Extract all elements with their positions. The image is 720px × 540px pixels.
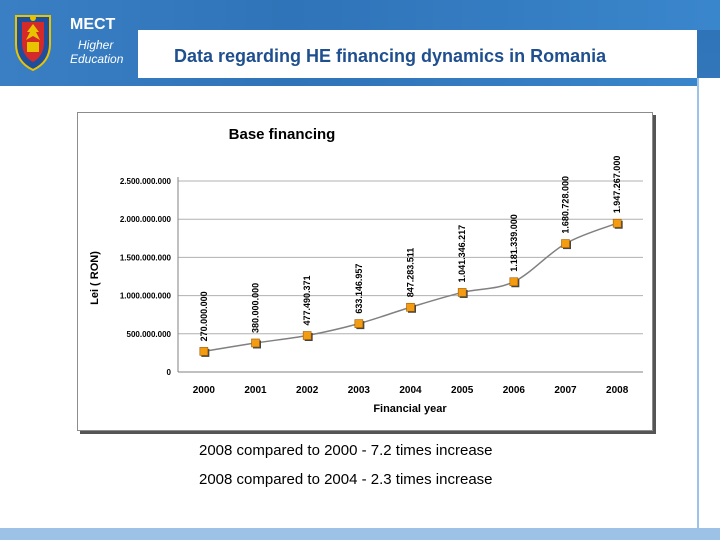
bottom-decor-strip: [0, 528, 720, 540]
x-tick-label: 2005: [451, 385, 474, 396]
chart-frame: 270.000.000 380.000.000 477.490.371 633.146…: [77, 112, 653, 431]
x-tick-label: 2004: [399, 385, 422, 396]
chart-axes: [177, 177, 643, 373]
org-subtitle-line1: Higher: [78, 38, 114, 52]
chart-y-ticks: 0 500.000.000 1.000.000.000 1.500.000.000 2.…: [120, 177, 172, 377]
title-box: [138, 30, 697, 78]
y-tick-label: 2.000.000.000: [120, 215, 172, 224]
y-tick-label: 1.000.000.000: [120, 292, 172, 301]
data-label: 1.947.267.000: [612, 156, 622, 214]
data-marker: [509, 277, 519, 287]
x-tick-label: 2002: [296, 385, 319, 396]
x-tick-label: 2007: [554, 385, 577, 396]
y-tick-label: 1.500.000.000: [120, 253, 172, 262]
org-subtitle-line2: Education: [70, 52, 124, 66]
x-tick-label: 2000: [193, 385, 216, 396]
x-tick-label: 2001: [244, 385, 267, 396]
chart-markers: [199, 218, 623, 357]
data-label: 847.283.511: [406, 248, 416, 298]
data-marker: [406, 302, 415, 312]
data-label: 1.041.346.217: [457, 225, 467, 283]
coat-of-arms-icon: [15, 15, 51, 72]
data-label: 633.146.957: [354, 264, 364, 314]
right-decor-inner: [697, 78, 720, 540]
y-tick-label: 0: [167, 368, 172, 377]
data-marker: [612, 218, 622, 228]
x-tick-label: 2008: [606, 385, 629, 396]
data-marker: [354, 319, 364, 328]
x-tick-label: 2003: [348, 385, 371, 396]
page-title: Data regarding HE financing dynamics in …: [174, 46, 607, 66]
data-marker: [457, 288, 467, 297]
right-decor-strip: [697, 30, 720, 540]
note-comparison-2004: 2008 compared to 2004 - 2.3 times increa…: [199, 471, 493, 488]
data-marker: [302, 331, 312, 340]
data-marker: [199, 347, 209, 356]
data-label: 1.680.728.000: [561, 176, 571, 234]
chart-data-labels: 270.000.000 380.000.000 477.490.371 633.146…: [199, 156, 622, 342]
data-label: 477.490.371: [302, 275, 312, 325]
x-tick-label: 2006: [503, 385, 526, 396]
data-label: 380.000.000: [251, 283, 261, 333]
chart-x-axis-label: Financial year: [373, 403, 447, 415]
data-label: 1.181.339.000: [509, 214, 519, 272]
data-marker: [251, 338, 260, 348]
data-label: 270.000.000: [199, 291, 209, 341]
header-logo-block: MECT Higher Education: [0, 0, 138, 86]
y-tick-label: 2.500.000.000: [120, 177, 172, 186]
data-marker: [561, 239, 570, 248]
note-comparison-2000: 2008 compared to 2000 - 7.2 times increa…: [199, 442, 493, 459]
line-chart: 270.000.000 380.000.000 477.490.371 633.146…: [89, 126, 643, 415]
chart-x-ticks: 2000 2001 2002 2003 2004 2005 2006 2007 2008: [193, 385, 629, 396]
y-tick-label: 500.000.000: [127, 330, 172, 339]
chart-title: Base financing: [229, 126, 336, 143]
chart-y-axis-label: Lei ( RON): [89, 251, 101, 305]
org-name: MECT: [70, 16, 116, 33]
